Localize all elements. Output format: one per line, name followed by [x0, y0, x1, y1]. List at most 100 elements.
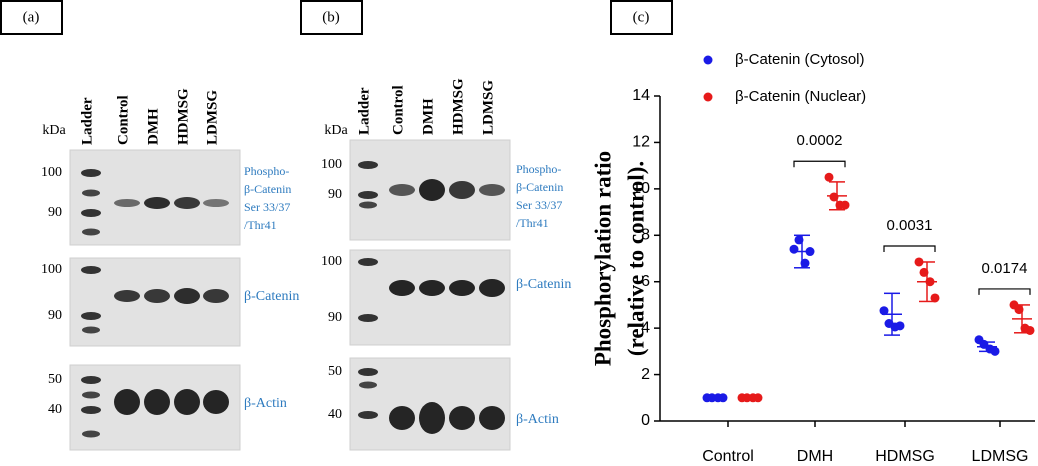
y-tick-label: 2 — [641, 366, 650, 383]
x-tick-label: Control — [702, 448, 754, 465]
band — [449, 406, 475, 430]
blot-label: Phospho- — [516, 162, 561, 176]
panel-label: (c) — [633, 9, 650, 25]
band — [144, 289, 170, 303]
y-tick-label: 0 — [641, 412, 650, 429]
panel-label: (b) — [322, 9, 340, 25]
marker-label: 100 — [41, 262, 62, 277]
panel-label-box — [610, 0, 673, 35]
band — [114, 199, 140, 207]
p-value: 0.0174 — [982, 260, 1028, 277]
marker-label: 90 — [48, 205, 62, 220]
marker-label: 100 — [321, 157, 342, 172]
panel-label-box — [300, 0, 363, 35]
point — [824, 172, 834, 182]
y-tick-label: 4 — [641, 319, 650, 336]
significance-bracket — [883, 245, 936, 252]
band — [174, 288, 200, 304]
lane-label: HDMSG — [175, 88, 191, 145]
legend-marker — [703, 92, 713, 102]
x-tick-label: HDMSG — [875, 448, 935, 465]
p-value: 0.0031 — [887, 217, 933, 234]
ladder-band — [82, 430, 100, 438]
ladder-band — [82, 391, 100, 399]
significance-bracket — [793, 160, 846, 168]
ladder-band — [359, 381, 377, 389]
band — [479, 279, 505, 297]
x-tick-label: LDMSG — [972, 448, 1029, 465]
significance-bracket — [978, 288, 1031, 295]
point — [840, 200, 850, 210]
point — [895, 321, 905, 331]
point — [925, 277, 935, 287]
marker-label: 100 — [41, 165, 62, 180]
blot — [349, 249, 511, 346]
point — [789, 244, 799, 254]
band — [203, 199, 229, 207]
marker-label: 50 — [328, 364, 342, 379]
ladder-band — [81, 312, 101, 320]
y-tick-label: 8 — [641, 227, 650, 244]
lane-label: LDMSG — [480, 80, 496, 135]
band — [419, 402, 445, 434]
blot-label: /Thr41 — [516, 216, 549, 230]
ladder-band — [359, 201, 377, 209]
panel-label-box — [0, 0, 63, 35]
band — [203, 289, 229, 303]
marker-label: 50 — [48, 372, 62, 387]
ladder-band — [81, 406, 101, 414]
ladder-band — [358, 258, 378, 266]
band — [114, 290, 140, 302]
band — [389, 184, 415, 196]
y-axis-label: Phosphorylation ratio — [590, 151, 615, 366]
point — [1025, 325, 1035, 335]
band — [449, 181, 475, 199]
lane-label: Control — [115, 95, 131, 145]
blot-label: Ser 33/37 — [244, 200, 290, 214]
lane-label: DMH — [145, 108, 161, 145]
x-tick-label: DMH — [797, 448, 833, 465]
blot-label: β-Catenin — [244, 182, 291, 196]
point — [805, 247, 815, 257]
y-tick-label: 10 — [632, 180, 650, 197]
band — [174, 389, 200, 415]
blot-label: β-Actin — [516, 412, 559, 427]
band — [203, 390, 229, 414]
point — [718, 393, 728, 403]
blot-label: Phospho- — [244, 164, 289, 178]
point — [800, 258, 810, 268]
point — [794, 235, 804, 245]
ladder-band — [358, 368, 378, 376]
ladder-band — [82, 228, 100, 236]
blot-label: Ser 33/37 — [516, 198, 562, 212]
band — [479, 406, 505, 430]
point — [914, 257, 924, 267]
ladder-band — [358, 411, 378, 419]
blot-label: β-Actin — [244, 396, 287, 411]
marker-label: 90 — [328, 187, 342, 202]
lane-label: HDMSG — [450, 78, 466, 135]
point — [879, 306, 889, 316]
blot-label: β-Catenin — [244, 289, 299, 304]
ladder-band — [81, 209, 101, 217]
legend-label: β-Catenin (Nuclear) — [735, 88, 866, 105]
ladder-band — [358, 161, 378, 169]
kda-label: kDa — [324, 123, 348, 138]
ladder-band — [358, 191, 378, 199]
ladder-band — [82, 326, 100, 334]
legend-marker — [703, 55, 713, 65]
marker-label: 40 — [48, 402, 62, 417]
p-value: 0.0002 — [797, 132, 843, 149]
band — [144, 197, 170, 209]
band — [174, 197, 200, 209]
band — [114, 389, 140, 415]
blot-label: β-Catenin — [516, 180, 563, 194]
y-tick-label: 6 — [641, 273, 650, 290]
blot-label: β-Catenin — [516, 277, 571, 292]
ladder-band — [82, 189, 100, 197]
ladder-band — [81, 169, 101, 177]
band — [419, 179, 445, 201]
band — [479, 184, 505, 196]
ladder-band — [358, 314, 378, 322]
